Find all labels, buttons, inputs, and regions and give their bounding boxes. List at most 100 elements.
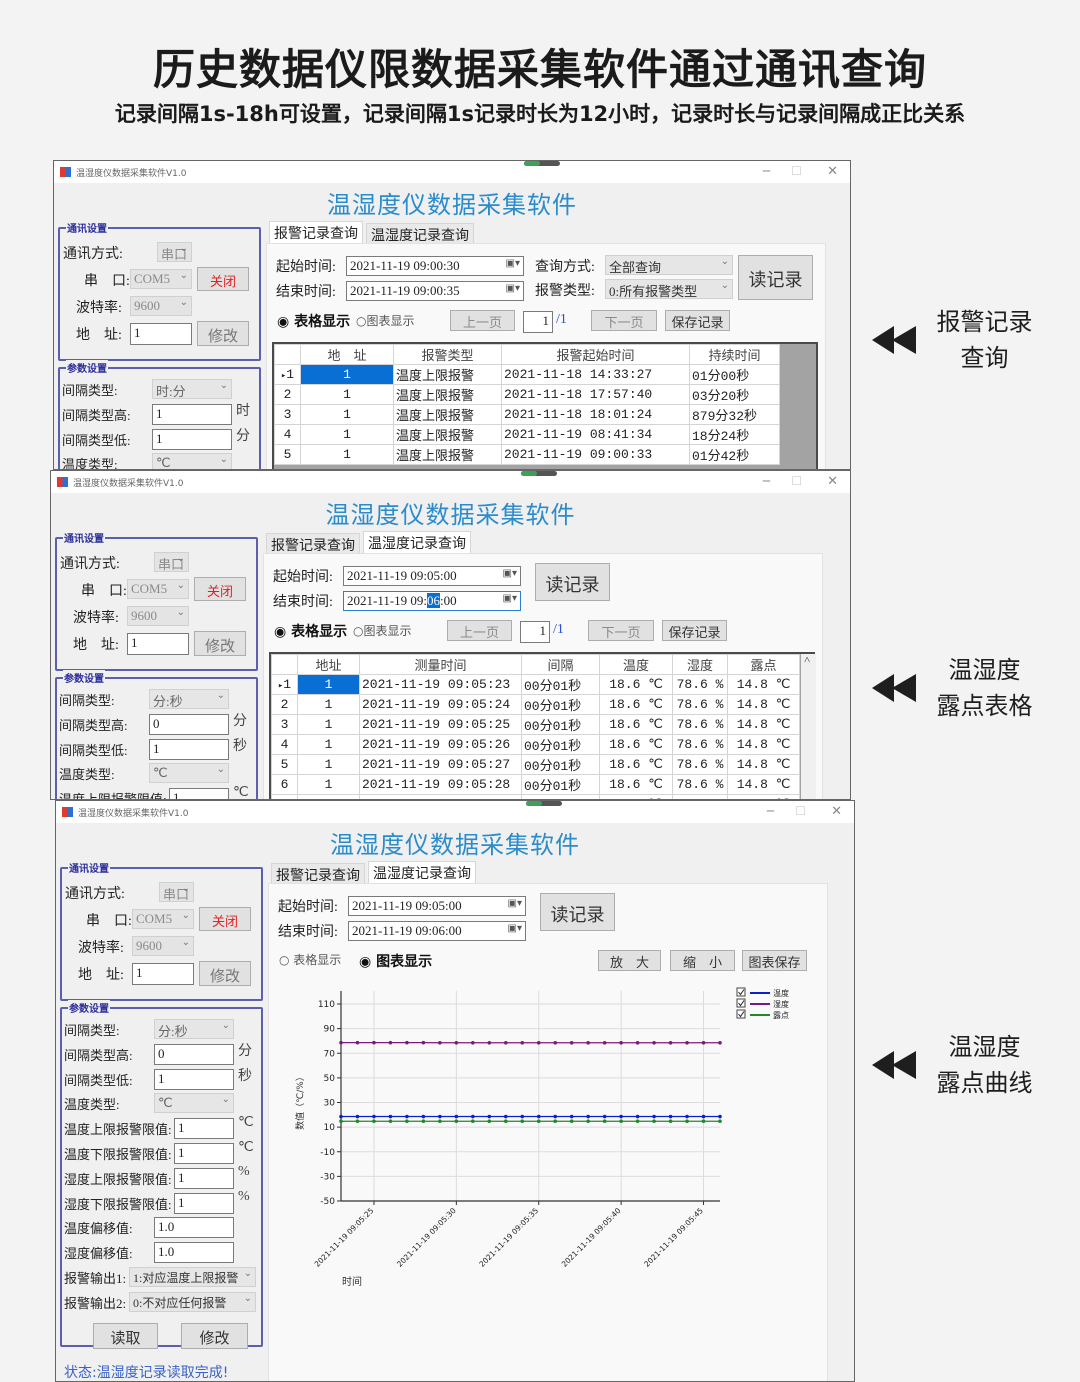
save-chart-button[interactable]: 图表保存 [742, 950, 807, 971]
table-row[interactable]: 6 1 2021-11-19 09:05:28 00分01秒 18.6 ℃ 78.6 % 1… [271, 774, 800, 795]
column-header[interactable]: 地址 [297, 654, 360, 675]
baud-select[interactable]: 9600 ⌄ [127, 606, 189, 626]
table-row[interactable]: 2 1 温度上限报警 2021-11-18 17:57:40 03分20秒 [274, 384, 780, 405]
start-time-picker[interactable]: 2021-11-19 09:05:00 ▣▾ [343, 566, 521, 586]
calendar-dropdown-icon[interactable]: ▣▾ [502, 593, 517, 604]
table-row[interactable]: 712021-11-19 09:05:2900分01秒18.6 ℃78.5 %1… [271, 794, 800, 799]
param-input[interactable]: 1 [169, 788, 229, 799]
param-input[interactable]: 1 [174, 1143, 234, 1164]
table-view-radio[interactable]: ○ 表格显示 [279, 951, 341, 968]
minimize-button[interactable]: ─ [766, 804, 774, 818]
column-header[interactable]: 温度 [599, 654, 673, 675]
baud-select[interactable]: 9600 ⌄ [130, 296, 192, 316]
zoom-in-button[interactable]: 放 大 [598, 950, 661, 971]
tab-th-records[interactable]: 温湿度记录查询 [366, 223, 474, 244]
maximize-button[interactable]: ☐ [791, 474, 802, 488]
param-select[interactable]: ℃ ⌄ [149, 763, 229, 784]
calendar-dropdown-icon[interactable]: ▣▾ [505, 283, 520, 294]
page-input[interactable]: 1 [520, 621, 550, 643]
table-row[interactable]: 3 1 2021-11-19 09:05:25 00分01秒 18.6 ℃ 78.6 % 1… [271, 714, 800, 735]
records-grid[interactable]: 地址 测量时间 间隔 温度 湿度 露点 ▸1 1 2021-11-19 09:05:23 00分0… [269, 652, 815, 799]
tab-alarm-records[interactable]: 报警记录查询 [266, 533, 360, 554]
modify-address-button[interactable]: 修改 [197, 321, 249, 346]
table-row[interactable]: 4 1 2021-11-19 09:05:26 00分01秒 18.6 ℃ 78.6 % 1… [271, 734, 800, 755]
table-row[interactable]: 5 1 温度上限报警 2021-11-19 09:00:33 01分42秒 [274, 444, 780, 465]
alarm-type-select[interactable]: 0:所有报警类型 ⌄ [605, 279, 733, 299]
column-header[interactable]: 报警类型 [393, 344, 502, 365]
param-input[interactable]: 1 [152, 428, 232, 450]
column-header[interactable]: 露点 [727, 654, 800, 675]
tab-alarm-records[interactable]: 报警记录查询 [269, 221, 363, 243]
zoom-out-button[interactable]: 缩 小 [670, 950, 735, 971]
column-header[interactable]: 测量时间 [359, 654, 522, 675]
param-input[interactable]: 1 [154, 1068, 234, 1090]
param-input[interactable]: 1 [174, 1192, 234, 1214]
column-header[interactable]: 湿度 [672, 654, 728, 675]
address-input[interactable]: 1 [127, 633, 189, 655]
param-input[interactable]: 0 [149, 713, 229, 735]
tab-alarm-records[interactable]: 报警记录查询 [271, 863, 365, 884]
drag-handle[interactable] [526, 801, 562, 806]
start-time-picker[interactable]: 2021-11-19 09:05:00 ▣▾ [348, 896, 526, 916]
next-page-button[interactable]: 下一页 [588, 620, 654, 641]
close-button[interactable]: ✕ [831, 804, 842, 819]
column-header[interactable]: 持续时间 [689, 344, 780, 365]
calendar-dropdown-icon[interactable]: ▣▾ [502, 568, 517, 579]
chart-view-radio[interactable]: ◉ 图表显示 [359, 951, 432, 971]
table-view-radio[interactable]: ◉ 表格显示 [277, 311, 350, 331]
calendar-dropdown-icon[interactable]: ▣▾ [505, 258, 520, 269]
param-input[interactable]: 1 [174, 1118, 234, 1140]
close-port-button[interactable]: 关闭 [197, 267, 249, 291]
minimize-button[interactable]: ─ [762, 164, 770, 178]
param-input[interactable]: 1 [149, 738, 229, 760]
prev-page-button[interactable]: 上一页 [447, 620, 512, 641]
save-records-button[interactable]: 保存记录 [662, 620, 727, 641]
calendar-dropdown-icon[interactable]: ▣▾ [507, 923, 522, 934]
table-row[interactable]: ▸1 1 2021-11-19 09:05:23 00分01秒 18.6 ℃ 78.6 %… [271, 674, 800, 695]
page-input[interactable]: 1 [523, 311, 553, 333]
param-input[interactable]: 0 [154, 1043, 234, 1065]
drag-handle[interactable] [521, 471, 557, 476]
end-time-selected-segment[interactable]: 06 [427, 593, 441, 608]
column-header[interactable]: 地 址 [300, 344, 394, 365]
end-time-picker[interactable]: 2021-11-19 09:06:00 ▣▾ [343, 591, 521, 611]
table-row[interactable]: 5 1 2021-11-19 09:05:27 00分01秒 18.6 ℃ 78.6 % 1… [271, 754, 800, 775]
read-records-button[interactable]: 读记录 [540, 893, 615, 931]
param-select[interactable]: 0:不对应任何报警 ⌄ [129, 1291, 256, 1312]
prev-page-button[interactable]: 上一页 [450, 310, 515, 331]
comm-mode-select[interactable]: 串口 ⌄ [157, 242, 192, 262]
close-port-button[interactable]: 关闭 [199, 907, 251, 931]
scroll-up-icon[interactable]: ˄ [804, 654, 811, 666]
column-header[interactable]: 间隔 [521, 654, 600, 675]
end-time-picker[interactable]: 2021-11-19 09:00:35 ▣▾ [346, 281, 524, 301]
tab-th-records[interactable]: 温湿度记录查询 [368, 861, 476, 883]
legend-checkbox[interactable] [736, 998, 746, 1008]
calendar-dropdown-icon[interactable]: ▣▾ [507, 898, 522, 909]
address-input[interactable]: 1 [130, 323, 192, 345]
modify-params-button[interactable]: 修改 [181, 1323, 248, 1349]
end-time-picker[interactable]: 2021-11-19 09:06:00 ▣▾ [348, 921, 526, 941]
param-input[interactable]: 1.0 [154, 1242, 234, 1264]
drag-handle[interactable] [524, 161, 560, 166]
records-grid[interactable]: 地 址报警类型 报警起始时间 持续时间 ▸1 1 温度上限报警 2021-11-18 14:… [272, 342, 818, 469]
comm-mode-select[interactable]: 串口 ⌄ [159, 882, 194, 902]
port-select[interactable]: COM5 ⌄ [130, 269, 192, 289]
param-input[interactable]: 1.0 [154, 1217, 234, 1239]
tab-th-records[interactable]: 温湿度记录查询 [363, 531, 471, 553]
table-scrollbar[interactable]: ˄ [801, 654, 816, 799]
close-button[interactable]: ✕ [827, 164, 838, 179]
port-select[interactable]: COM5 ⌄ [132, 909, 194, 929]
table-row[interactable]: ▸1 1 温度上限报警 2021-11-18 14:33:27 01分00秒 [274, 364, 780, 385]
next-page-button[interactable]: 下一页 [591, 310, 657, 331]
param-input[interactable]: 1 [174, 1167, 234, 1189]
param-select[interactable]: ℃ ⌄ [154, 1093, 234, 1114]
modify-address-button[interactable]: 修改 [199, 961, 251, 986]
port-select[interactable]: COM5 ⌄ [127, 579, 189, 599]
column-header[interactable]: 报警起始时间 [501, 344, 690, 365]
maximize-button[interactable]: ☐ [795, 804, 806, 818]
baud-select[interactable]: 9600 ⌄ [132, 936, 194, 956]
close-button[interactable]: ✕ [827, 474, 838, 489]
save-records-button[interactable]: 保存记录 [665, 310, 730, 331]
legend-checkbox[interactable] [736, 987, 746, 997]
param-select[interactable]: 时:分 ⌄ [152, 379, 232, 399]
